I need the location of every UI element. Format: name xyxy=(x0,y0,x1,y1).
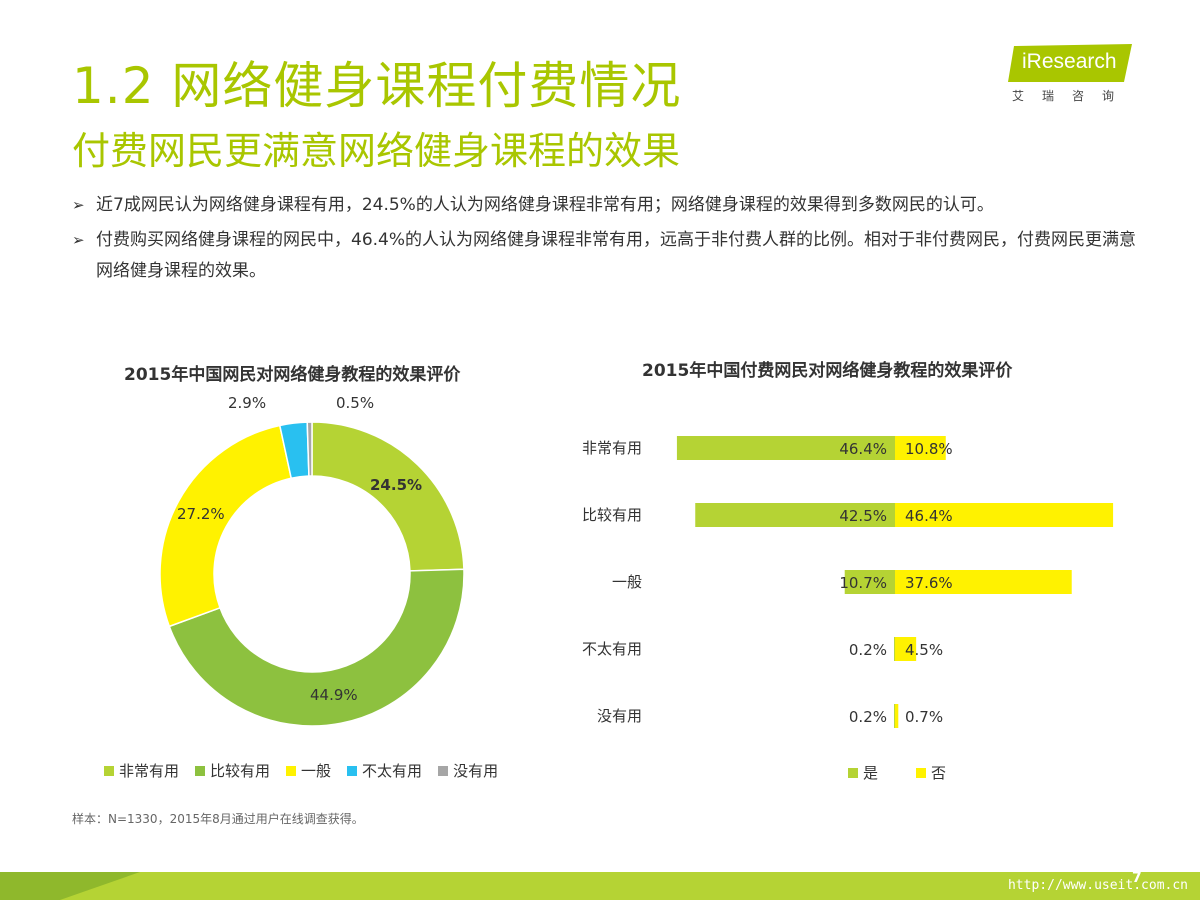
legend-swatch xyxy=(438,765,449,776)
bar-no-useless xyxy=(895,704,899,728)
pie-label-fairly-useful: 44.9% xyxy=(310,686,358,704)
pie-label-very-useful: 24.5% xyxy=(370,476,423,494)
donut-slice-useless xyxy=(306,421,313,477)
arrow-bullet-icon: ➢ xyxy=(72,231,85,249)
bar-no-label-useless: 0.7% xyxy=(905,708,943,726)
footer-band xyxy=(0,872,1200,900)
legend-item: 否 xyxy=(916,762,946,783)
arrow-bullet-icon: ➢ xyxy=(72,196,85,214)
logo-badge-shape xyxy=(1008,44,1132,82)
legend-label: 否 xyxy=(931,764,947,782)
legend-swatch xyxy=(916,767,927,778)
bar-legend: 是 否 xyxy=(848,762,962,783)
bar-yes-label-very-useful: 46.4% xyxy=(839,440,887,458)
bar-no-average xyxy=(895,570,1072,594)
legend-swatch xyxy=(848,767,858,778)
footer-url: http://www.useit.com.cn xyxy=(1008,878,1188,893)
logo-chinese-text: 艾瑞咨询 xyxy=(1012,89,1133,103)
legend-label: 是 xyxy=(863,764,879,782)
donut-chart xyxy=(159,421,465,727)
bar-no-label-very-useful: 10.8% xyxy=(905,440,953,458)
bar-yes-average xyxy=(844,570,895,594)
bar-no-fairly-useful xyxy=(895,503,1114,527)
bar-chart: 非常有用 46.4% 10.8% 比较有用 42.5% 46.4% 一般 10.7% 37.6%… xyxy=(582,436,1114,728)
legend-swatch xyxy=(347,765,358,776)
legend-label: 不太有用 xyxy=(362,762,423,780)
iresearch-logo: iResearch 艾瑞咨询 xyxy=(1006,44,1136,108)
donut-slice-average xyxy=(159,424,293,628)
bar-yes-useless xyxy=(894,704,895,728)
bar-no-not-very-useful xyxy=(895,637,917,661)
bar-yes-label-average: 10.7% xyxy=(839,574,887,592)
bar-yes-label-useless: 0.2% xyxy=(849,708,887,726)
bar-category-label-fairly-useful: 比较有用 xyxy=(582,506,642,524)
legend-item: 比较有用 xyxy=(195,760,270,781)
footer-url-text: http://www.useit.com.cn xyxy=(1007,878,1188,893)
bar-category-label-very-useful: 非常有用 xyxy=(582,439,642,457)
bar-yes-very-useful xyxy=(676,436,895,460)
page-title: 1.2 网络健身课程付费情况 xyxy=(72,57,682,115)
sample-note: 样本：N=1330，2015年8月通过用户在线调查获得。 xyxy=(72,812,364,826)
pie-label-not-very-useful: 2.9% xyxy=(228,394,267,412)
bullet-item: ➢ 付费购买网络健身课程的网民中，46.4%的人认为网络健身课程非常有用，远高于… xyxy=(72,225,1147,287)
bar-category-label-average: 一般 xyxy=(612,573,642,591)
donut-chart-title: 2015年中国网民对网络健身教程的效果评价 xyxy=(124,365,461,385)
legend-label: 非常有用 xyxy=(119,762,180,780)
legend-swatch xyxy=(104,765,114,776)
legend-swatch xyxy=(195,765,206,776)
bar-chart-title: 2015年中国付费网民对网络健身教程的效果评价 xyxy=(642,361,1013,381)
page-subtitle: 付费网民更满意网络健身课程的效果 xyxy=(72,129,681,173)
donut-legend: 非常有用 比较有用 一般 不太有用 没有用 xyxy=(104,760,514,781)
bar-no-label-average: 37.6% xyxy=(905,574,953,592)
legend-label: 一般 xyxy=(301,762,332,780)
legend-swatch xyxy=(286,765,297,776)
legend-label: 没有用 xyxy=(453,762,499,780)
bullet-item: ➢ 近7成网民认为网络健身课程有用，24.5%的人认为网络健身课程非常有用；网络… xyxy=(72,190,1147,221)
legend-item: 非常有用 xyxy=(104,760,179,781)
legend-item: 没有用 xyxy=(438,760,498,781)
legend-item: 是 xyxy=(848,762,878,783)
page-number: 7 xyxy=(1132,870,1142,886)
bar-no-label-fairly-useful: 46.4% xyxy=(905,507,953,525)
bar-yes-fairly-useful xyxy=(695,503,895,527)
bar-category-label-not-very-useful: 不太有用 xyxy=(582,640,642,658)
donut-slice-very-useful xyxy=(311,421,465,572)
logo-text: iResearch xyxy=(1022,50,1117,73)
pie-label-useless: 0.5% xyxy=(336,394,375,412)
bar-yes-label-not-very-useful: 0.2% xyxy=(849,641,887,659)
bar-category-label-useless: 没有用 xyxy=(597,707,642,725)
legend-item: 一般 xyxy=(286,760,331,781)
donut-slice-fairly-useful xyxy=(168,568,465,727)
legend-item: 不太有用 xyxy=(347,760,422,781)
bar-yes-label-fairly-useful: 42.5% xyxy=(839,507,887,525)
bullet-text: 付费购买网络健身课程的网民中，46.4%的人认为网络健身课程非常有用，远高于非付… xyxy=(96,230,1137,281)
legend-label: 比较有用 xyxy=(210,762,271,780)
bar-yes-not-very-useful xyxy=(894,637,895,661)
bullet-text: 近7成网民认为网络健身课程有用，24.5%的人认为网络健身课程非常有用；网络健身… xyxy=(96,195,994,215)
bar-no-label-not-very-useful: 4.5% xyxy=(905,641,943,659)
bar-no-very-useful xyxy=(895,436,946,460)
pie-label-average: 27.2% xyxy=(177,505,225,523)
bullet-list: ➢ 近7成网民认为网络健身课程有用，24.5%的人认为网络健身课程非常有用；网络… xyxy=(72,190,1147,291)
